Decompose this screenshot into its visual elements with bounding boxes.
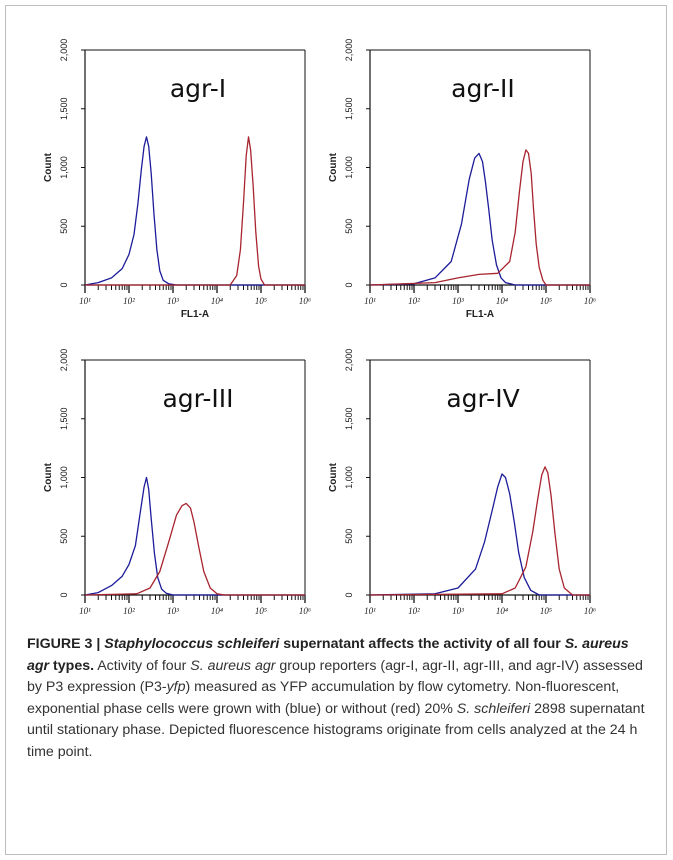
x-tick-label: 10⁶ <box>584 296 596 306</box>
caption-title-text-2: types. <box>53 657 95 674</box>
y-tick-label: 500 <box>344 529 354 544</box>
x-tick-label: 10⁵ <box>540 296 552 306</box>
x-tick-label: 10¹ <box>364 296 376 306</box>
caption-body-italic-2: yfp <box>166 679 186 695</box>
y-tick-label: 0 <box>344 282 354 287</box>
caption-title-species: Staphylococcus schleiferi <box>104 636 280 652</box>
x-tick-label: 10¹ <box>79 606 91 616</box>
panel-title: agr-III <box>162 384 233 413</box>
x-tick-label: 10⁵ <box>540 606 552 616</box>
blue-histogram-line <box>369 152 590 286</box>
histogram-panels: 0 500 1,000 1,500 2,000 Count 10¹ 10² 10³ 10⁴ 10⁵ 1… <box>43 39 596 620</box>
y-tick-label: 500 <box>59 219 69 234</box>
y-tick-label: 500 <box>344 219 354 234</box>
x-tick-label: 10⁶ <box>584 606 596 616</box>
x-tick-label: 10³ <box>452 296 464 306</box>
x-tick-label: 10⁶ <box>299 296 311 306</box>
y-tick-label: 2,000 <box>59 349 69 372</box>
y-tick-label: 0 <box>59 282 69 287</box>
y-tick-label: 1,500 <box>344 407 354 430</box>
x-tick-label: 10³ <box>167 606 179 616</box>
y-tick-label: 2,000 <box>344 39 354 62</box>
caption-body-italic-1: S. aureus agr <box>190 657 276 674</box>
y-tick-label: 1,000 <box>344 156 354 179</box>
y-tick-label: 500 <box>59 529 69 544</box>
caption-title: FIGURE 3 | Staphylococcus schleiferi sup… <box>27 636 629 674</box>
x-axis-label: FL1-A <box>466 619 494 620</box>
caption-body-1: Activity of four <box>97 657 187 674</box>
panel-agr-iv: 0 500 1,000 1,500 2,000 Count 10¹ 10² 10³ 10⁴ 10⁵ 1… <box>328 349 596 620</box>
blue-histogram-line <box>84 476 305 596</box>
x-tick-label: 10⁵ <box>255 296 267 306</box>
y-axis-label: Count <box>328 462 339 492</box>
x-tick-label: 10⁴ <box>211 606 223 616</box>
panel-agr-iii: 0 500 1,000 1,500 2,000 Count 10¹ 10² 10³ 10⁴ 10⁵ 1… <box>43 349 311 620</box>
figure-frame <box>5 5 667 855</box>
x-tick-label: 10³ <box>452 606 464 616</box>
x-tick-label: 10² <box>408 296 420 306</box>
x-tick-label: 10³ <box>167 296 179 306</box>
x-tick-label: 10² <box>123 296 135 306</box>
caption-body-3: ) measured as YFP accumulation by flow c… <box>27 679 620 717</box>
caption-body-4: 2898 supernatant until stationary phase.… <box>27 700 645 760</box>
y-axis-label: Count <box>43 462 54 492</box>
red-histogram-line <box>84 502 305 596</box>
x-tick-label: 10⁶ <box>299 606 311 616</box>
y-tick-label: 0 <box>344 592 354 597</box>
x-tick-label: 10¹ <box>364 606 376 616</box>
caption-title-species-2: S. aureus agr <box>27 636 629 674</box>
y-tick-label: 1,500 <box>344 97 354 120</box>
panel-agr-ii: 0 500 1,000 1,500 2,000 Count 10¹ 10² 10³ 10⁴ 10⁵ 1… <box>328 39 596 320</box>
x-axis-label: FL1-A <box>181 309 209 320</box>
blue-histogram-line <box>369 473 590 596</box>
red-histogram-line <box>85 136 305 286</box>
panel-title: agr-I <box>170 74 226 103</box>
red-histogram-line <box>369 466 590 596</box>
y-tick-label: 1,000 <box>59 156 69 179</box>
x-tick-label: 10² <box>408 606 420 616</box>
x-tick-label: 10¹ <box>79 296 91 306</box>
blue-histogram-line <box>84 136 305 286</box>
caption-body-italic-3: S. schleiferi <box>456 700 531 717</box>
y-tick-label: 2,000 <box>59 39 69 62</box>
x-axis-label: FL1-A <box>466 309 494 320</box>
panel-title: agr-IV <box>446 384 519 413</box>
y-tick-label: 1,500 <box>59 407 69 430</box>
figure-label: FIGURE 3 | <box>27 636 101 652</box>
figure-caption: FIGURE 3 | Staphylococcus schleiferi sup… <box>27 634 649 763</box>
x-axis-label: FL1-A <box>181 619 209 620</box>
red-histogram-line <box>369 149 590 286</box>
caption-title-text: supernatant affects the activity of all … <box>283 636 561 652</box>
y-tick-label: 1,000 <box>344 466 354 489</box>
x-tick-label: 10⁴ <box>211 296 223 306</box>
y-tick-label: 1,500 <box>59 97 69 120</box>
panel-agr-i: 0 500 1,000 1,500 2,000 Count 10¹ 10² 10³ 10⁴ 10⁵ 1… <box>43 39 311 320</box>
y-axis-label: Count <box>328 152 339 182</box>
y-axis-label: Count <box>43 152 54 182</box>
caption-body-2: group reporters (agr-I, agr-II, agr-III,… <box>27 657 643 696</box>
x-tick-label: 10⁵ <box>255 606 267 616</box>
y-tick-label: 1,000 <box>59 466 69 489</box>
y-tick-label: 2,000 <box>344 349 354 372</box>
y-tick-label: 0 <box>59 592 69 597</box>
panel-title: agr-II <box>451 74 515 103</box>
x-tick-label: 10⁴ <box>496 606 508 616</box>
x-tick-label: 10⁴ <box>496 296 508 306</box>
x-tick-label: 10² <box>123 606 135 616</box>
